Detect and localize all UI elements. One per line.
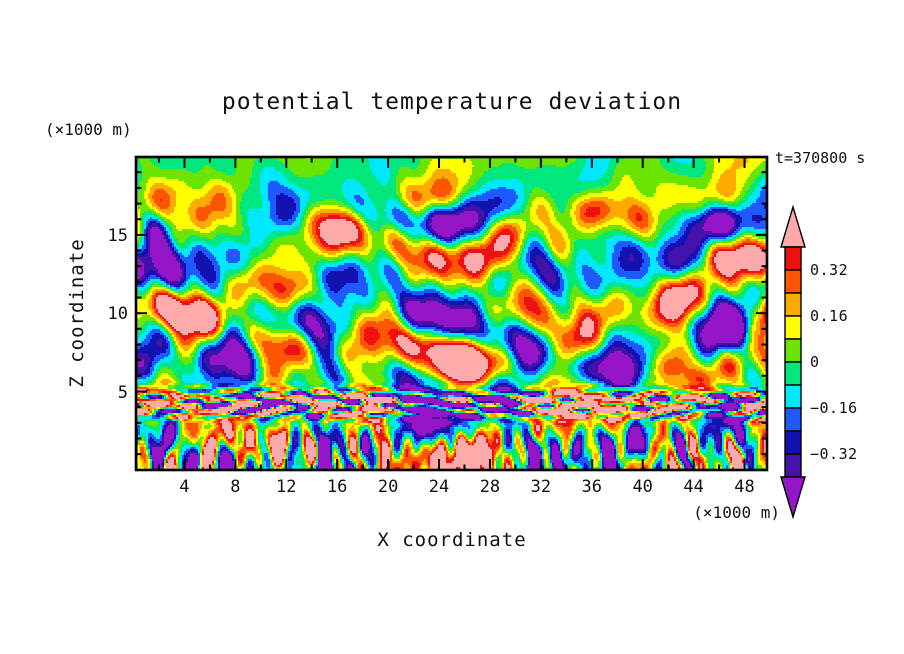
x-tick-label: 32 bbox=[530, 477, 552, 497]
x-axis-units-label: (×1000 m) bbox=[693, 503, 780, 522]
x-axis-title: X coordinate bbox=[377, 529, 527, 551]
chart-title: potential temperature deviation bbox=[221, 89, 683, 115]
x-tick-label: 12 bbox=[276, 477, 297, 497]
colorbar-tick-label: −0.16 bbox=[810, 399, 858, 417]
z-tick-label: 15 bbox=[107, 225, 128, 246]
x-tick-label: 44 bbox=[683, 477, 704, 497]
x-tick-label: 4 bbox=[179, 477, 190, 497]
colorbar-tick-label: 0 bbox=[810, 353, 820, 371]
x-tick-label: 16 bbox=[326, 477, 348, 497]
x-tick-label: 24 bbox=[428, 477, 450, 497]
x-tick-label: 36 bbox=[581, 477, 602, 497]
x-tick-label: 20 bbox=[377, 477, 399, 497]
z-tick-label: 5 bbox=[117, 382, 128, 403]
z-axis-title: Z coordinate bbox=[66, 238, 88, 388]
x-tick-label: 8 bbox=[230, 477, 241, 497]
colorbar-tick-label: 0.16 bbox=[810, 307, 849, 325]
x-tick-label: 40 bbox=[632, 477, 653, 497]
timestamp-label: t=370800 s bbox=[775, 149, 866, 167]
z-tick-label: 10 bbox=[107, 304, 128, 325]
contour-field-canvas bbox=[136, 157, 768, 471]
colorbar bbox=[780, 204, 806, 520]
x-tick-label: 28 bbox=[479, 477, 501, 497]
z-axis-units-label: (×1000 m) bbox=[45, 120, 132, 139]
colorbar-tick-label: −0.32 bbox=[810, 445, 858, 463]
colorbar-tick-label: 0.32 bbox=[810, 261, 849, 279]
x-tick-label: 48 bbox=[734, 477, 755, 497]
